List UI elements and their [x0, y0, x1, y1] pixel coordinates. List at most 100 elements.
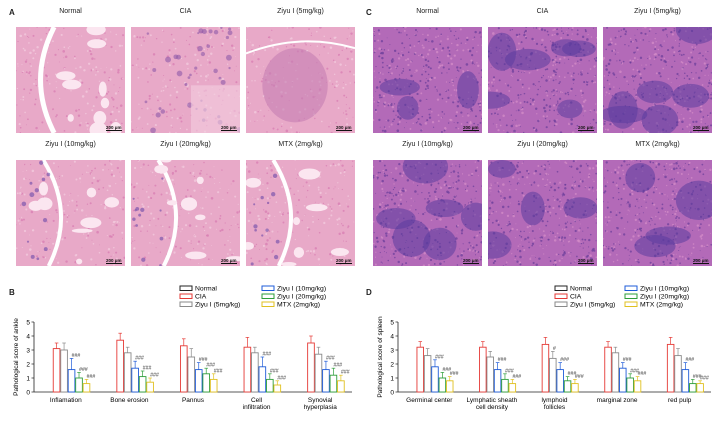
panel-letter-c: C: [366, 8, 372, 17]
bar: [329, 374, 338, 393]
significance-mark: ###: [450, 371, 459, 377]
image-label: CIA: [536, 8, 549, 15]
histology-image: 200 μm: [373, 27, 482, 133]
significance-mark: ###: [333, 363, 342, 369]
bar: [549, 357, 557, 393]
bar: [209, 378, 218, 393]
bar: [445, 380, 454, 393]
bar: [243, 346, 252, 393]
scale-bar: 200 μm: [221, 124, 237, 131]
bar: [202, 373, 211, 393]
legend-swatch: [261, 285, 275, 291]
significance-mark: ###: [560, 357, 569, 363]
legend-swatch: [554, 293, 568, 299]
significance-mark: ###: [214, 368, 223, 374]
bar: [563, 380, 572, 393]
category-label: lymphoid: [541, 397, 567, 404]
image-label: Ziyu I (5mg/kg): [634, 8, 681, 15]
image-label: MTX (2mg/kg): [635, 141, 680, 148]
histology-image: 200 μm: [131, 160, 240, 266]
significance-mark: ###: [638, 371, 647, 377]
significance-mark: ###: [700, 375, 709, 381]
bar: [266, 378, 274, 393]
histology-image: 200 μm: [246, 27, 355, 133]
y-tick-label: 0: [390, 389, 394, 396]
y-tick-label: 3: [26, 347, 30, 354]
significance-mark: ###: [498, 357, 507, 363]
bar: [666, 343, 675, 393]
scale-bar: 200 μm: [463, 124, 479, 131]
bar: [681, 369, 690, 393]
significance-mark: ###: [575, 374, 584, 380]
category-label: hyperplasia: [304, 404, 338, 411]
scale-bar: 200 μm: [693, 257, 709, 264]
legend-label: CIA: [570, 294, 582, 301]
bar: [194, 369, 203, 393]
bar: [508, 383, 517, 393]
y-tick-label: 4: [26, 333, 30, 340]
scale-bar: 200 μm: [336, 124, 352, 131]
y-tick-label: 5: [390, 319, 394, 326]
chart-d-spleen-score: Pathological score of spleen 012345######…: [377, 285, 711, 411]
legend-swatch: [261, 301, 275, 307]
bar: [67, 369, 76, 393]
category-label: Cell: [251, 397, 263, 404]
image-label: Ziyu I (20mg/kg): [160, 141, 211, 148]
image-label: Normal: [59, 8, 82, 15]
y-tick-label: 5: [26, 319, 30, 326]
histology-image: 200 μm: [131, 27, 240, 133]
scale-bar: 200 μm: [221, 257, 237, 264]
significance-mark: ###: [72, 353, 81, 359]
y-axis-label: Pathological score of spleen: [377, 316, 384, 398]
legend-label: Normal: [195, 286, 217, 293]
legend-label: Ziyu I (10mg/kg): [640, 286, 689, 293]
legend-swatch: [624, 293, 638, 299]
bar: [486, 356, 494, 393]
legend-label: Ziyu I (20mg/kg): [640, 294, 689, 301]
y-tick-label: 4: [390, 333, 394, 340]
significance-mark: ###: [435, 354, 444, 360]
legend-swatch: [554, 301, 568, 307]
y-axis-label: Pathological score of ankle: [13, 318, 20, 396]
image-label: Ziyu I (20mg/kg): [517, 141, 568, 148]
category-label: marginal zone: [597, 397, 638, 404]
legend-swatch: [624, 285, 638, 291]
histology-image: 200 μm: [246, 160, 355, 266]
bar: [314, 353, 323, 393]
bar: [604, 346, 612, 393]
bar: [146, 381, 154, 393]
category-label: Germinal center: [406, 397, 453, 404]
bar: [273, 384, 282, 393]
significance-mark: ###: [685, 357, 694, 363]
category-label: cell density: [476, 404, 509, 411]
significance-mark: ###: [79, 367, 88, 373]
scale-bar: 200 μm: [336, 257, 352, 264]
bar: [131, 367, 139, 393]
image-label: Normal: [416, 8, 439, 15]
scale-bar: 200 μm: [463, 257, 479, 264]
bar: [307, 342, 315, 393]
significance-mark: ###: [86, 374, 95, 380]
significance-mark: ###: [143, 366, 152, 372]
significance-mark: ###: [341, 370, 350, 376]
significance-mark: #: [553, 346, 556, 352]
bar: [611, 352, 620, 393]
significance-mark: ###: [623, 357, 632, 363]
bar: [187, 356, 196, 393]
category-label: Bone erosion: [110, 397, 149, 404]
significance-mark: ###: [442, 367, 451, 373]
histology-image: 200 μm: [373, 160, 482, 266]
bar: [501, 378, 509, 393]
bar: [541, 343, 550, 393]
significance-mark: ###: [326, 356, 335, 362]
bar: [626, 377, 634, 393]
panel-letter-d: D: [366, 288, 372, 297]
legend-label: Ziyu I (5mg/kg): [570, 302, 615, 309]
histology-image: 200 μm: [488, 27, 597, 133]
bar: [479, 346, 487, 393]
panel-letter-a: A: [9, 8, 15, 17]
category-label: Inflamation: [50, 397, 82, 404]
legend-label: Ziyu I (10mg/kg): [277, 286, 326, 293]
chart-b-ankle-score: Pathological score of ankle 012345#######…: [13, 285, 352, 411]
bar: [52, 348, 61, 393]
